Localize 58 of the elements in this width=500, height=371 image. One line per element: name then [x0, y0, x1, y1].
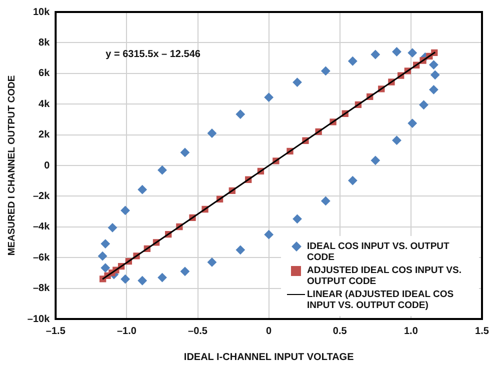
y-tick-label: 10k: [32, 6, 50, 18]
point: [180, 148, 190, 157]
y-axis-title: MEASURED I CHANNEL OUTPUT CODE: [6, 75, 18, 256]
x-tick-label: 0.5: [332, 326, 348, 337]
point: [108, 223, 117, 232]
x-tick-label: 0: [266, 326, 272, 337]
point: [392, 47, 402, 56]
point: [98, 252, 108, 261]
point: [348, 56, 358, 66]
legend-label: LINEAR (ADJUSTED IDEAL COS INPUT VS. OUTPUT CODE): [307, 289, 455, 311]
point: [158, 166, 167, 175]
x-axis-title: IDEAL I-CHANNEL INPUT VOLTAGE: [184, 352, 354, 363]
point: [430, 70, 440, 80]
y-tick-label: 8k: [38, 37, 50, 48]
y-tick-label: 6k: [38, 68, 50, 80]
point: [392, 136, 402, 145]
x-tick-label: 1.0: [404, 326, 418, 337]
point: [138, 185, 147, 194]
point: [207, 128, 216, 138]
point: [264, 92, 274, 102]
legend-label: IDEAL COS INPUT VS. OUTPUT CODE: [307, 241, 450, 263]
y-tick-label: 2k: [38, 130, 50, 141]
x-tick-label: –1.5: [46, 326, 66, 337]
point: [292, 78, 302, 87]
annotation: y = 6315.5x – 12.546: [106, 48, 201, 60]
point: [100, 239, 110, 248]
y-tick-label: 4k: [38, 98, 50, 110]
point: [348, 176, 358, 186]
point: [370, 156, 380, 165]
point: [370, 50, 380, 60]
point: [292, 214, 302, 224]
y-tick-label: –10k: [27, 314, 50, 325]
x-tick-label: 1.5: [475, 326, 490, 337]
point: [321, 66, 330, 76]
point: [321, 196, 330, 206]
point: [429, 60, 438, 70]
point: [236, 110, 245, 119]
point: [100, 263, 110, 272]
y-tick-label: 0: [44, 160, 50, 172]
point: [158, 273, 167, 282]
x-tick-label: –1.0: [116, 326, 137, 337]
y-tick-label: –2k: [32, 190, 50, 202]
point: [120, 206, 130, 215]
point: [236, 245, 245, 254]
y-tick-label: –4k: [32, 222, 50, 233]
point: [408, 48, 417, 58]
point: [138, 276, 147, 286]
x-tick-label: –0.5: [188, 326, 208, 337]
y-tick-label: –8k: [32, 283, 50, 294]
point: [419, 100, 428, 110]
y-tick-label: –6k: [32, 252, 50, 264]
point: [429, 85, 438, 94]
point: [180, 266, 190, 276]
point: [408, 118, 417, 128]
legend-label: ADJUSTED IDEAL COS INPUT VS. OUTPUT CODE: [307, 265, 462, 287]
point: [207, 258, 216, 267]
point: [120, 274, 130, 284]
point: [264, 230, 274, 240]
